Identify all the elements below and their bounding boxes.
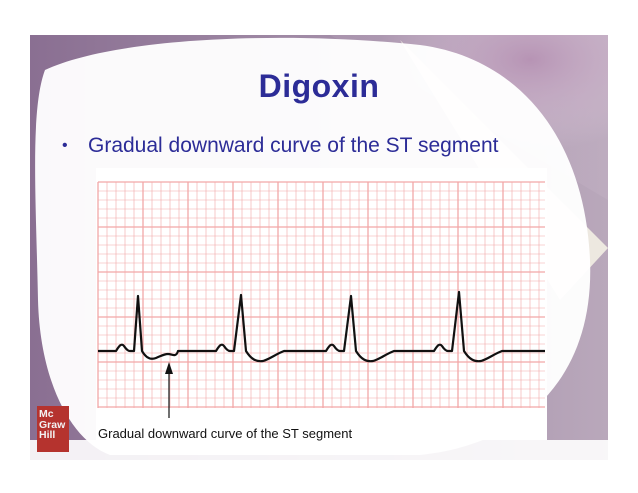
bullet-dot-icon: • <box>62 137 68 154</box>
up-arrow-icon <box>165 362 173 418</box>
slide-title: Digoxin <box>258 68 380 104</box>
ecg-grid <box>97 181 545 408</box>
mcgraw-hill-logo: Mc Graw Hill <box>37 406 69 452</box>
figure-caption: Gradual downward curve of the ST segment <box>98 426 353 441</box>
ecg-trace <box>98 290 545 363</box>
bullet-item: • Gradual downward curve of the ST segme… <box>62 134 499 158</box>
ecg-figure <box>96 168 547 440</box>
ecg-grid-strip <box>96 168 547 440</box>
bullet-text: Gradual downward curve of the ST segment <box>88 134 499 157</box>
